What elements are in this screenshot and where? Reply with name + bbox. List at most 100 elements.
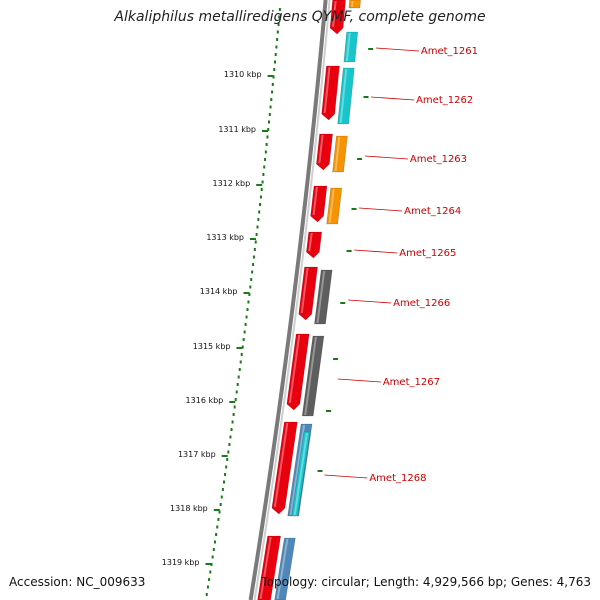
forward-gene [257,535,282,600]
ring-dot [208,578,211,581]
gene-label: Amet_1268 [369,473,426,484]
genome-title: Alkaliphilus metalliredigens QYMF, compl… [114,9,486,25]
ring-dot [206,585,209,589]
inner-tick [326,410,332,412]
ring-dot [260,188,263,191]
accession-text: Accession: NC_009633 [9,575,146,589]
ring-dot [224,473,227,476]
forward-gene-shine [273,423,289,507]
inner-tick [346,250,352,252]
ring-dot [220,495,223,499]
gene-feature [314,269,333,325]
ring-dot [255,233,258,236]
forward-gene [329,0,346,35]
gene-feature [326,187,343,225]
kbp-tick [243,292,250,294]
forward-gene-shine [318,135,324,163]
ring-dot [275,45,278,49]
forward-gene [316,133,333,171]
gene-label: Amet_1263 [410,154,467,165]
ring-dot [222,480,225,484]
ring-dot [249,285,252,289]
ring-dot [266,135,269,139]
forward-gene [298,266,318,321]
gene-features [257,0,374,600]
ring-dot [229,435,232,439]
ring-dot [270,98,273,101]
ring-dot [247,300,250,304]
gene-feature-shine [316,271,326,323]
ring-dot [227,450,230,454]
gene-feature-shine [339,69,348,123]
ring-dot [252,263,255,266]
backbone-inner-line [253,0,331,600]
gene-feature-shine [289,425,306,515]
kbp-tick [262,130,269,132]
inner-tick [340,302,346,304]
gene-label-leader [359,207,403,212]
ring-dot [277,23,280,26]
ring-dot [239,360,242,364]
kbp-tick [213,509,220,511]
ring-dot [213,540,216,544]
gene-label: Amet_1265 [399,248,456,259]
gene-feature [301,335,325,417]
forward-gene-shine [300,268,309,313]
kbp-label: 1315 kbp [193,342,231,351]
inner-tick [333,358,339,360]
tick-dot-ring [205,8,281,596]
gene-label: Amet_1261 [421,46,478,57]
ring-dot [235,390,238,394]
gene-feature [291,431,311,517]
kbp-label: 1319 kbp [162,558,200,567]
forward-gene-shine [332,1,337,27]
ring-dot [278,15,281,19]
ring-dot [219,503,222,506]
ring-dot [253,248,256,251]
forward-gene-shine [312,187,318,215]
ring-dot [278,8,281,11]
gene-labels: Amet_1261 Amet_1262 Amet_1263 Amet_1264 Amet… [324,46,478,484]
gene-feature-shine [334,137,341,171]
ring-dot [218,510,221,514]
kbp-label: 1313 kbp [206,233,244,242]
gene-feature-shine [345,33,351,61]
forward-gene [306,231,323,259]
ring-dot [246,308,249,311]
backbone-outer-line [248,0,328,600]
ring-dot [236,383,239,386]
ring-dot [233,405,236,409]
kbp-tick [229,401,236,403]
gene-feature-shine [304,337,317,415]
gene-feature [337,67,355,125]
ring-dot [205,593,208,596]
ring-dot [241,345,244,349]
inner-tick [363,96,369,98]
forward-gene-shine [288,335,301,403]
ring-dot [264,150,267,154]
gene-label-leader [337,378,381,383]
ring-dot [254,240,257,244]
kbp-tick [256,184,263,186]
forward-gene [310,185,328,223]
ring-dot [216,525,219,529]
gene-feature [343,31,359,63]
ring-dot [273,60,276,64]
kbp-tick [236,347,243,349]
ring-dot [259,203,262,206]
gene-feature [348,0,361,9]
kbp-tick [205,563,212,565]
ring-dot [268,120,271,124]
ring-dot [261,180,264,184]
forward-gene-shine [308,233,313,251]
ring-dot [267,128,270,131]
kbp-label: 1311 kbp [218,125,256,134]
ring-dot [252,255,255,259]
gene-feature-shine [350,1,354,7]
ring-dot [244,323,247,326]
ring-dot [269,105,272,109]
ring-dot [264,158,267,161]
kbp-tick [221,455,228,457]
gene-feature-shine [276,539,289,599]
inner-tick [357,158,363,160]
